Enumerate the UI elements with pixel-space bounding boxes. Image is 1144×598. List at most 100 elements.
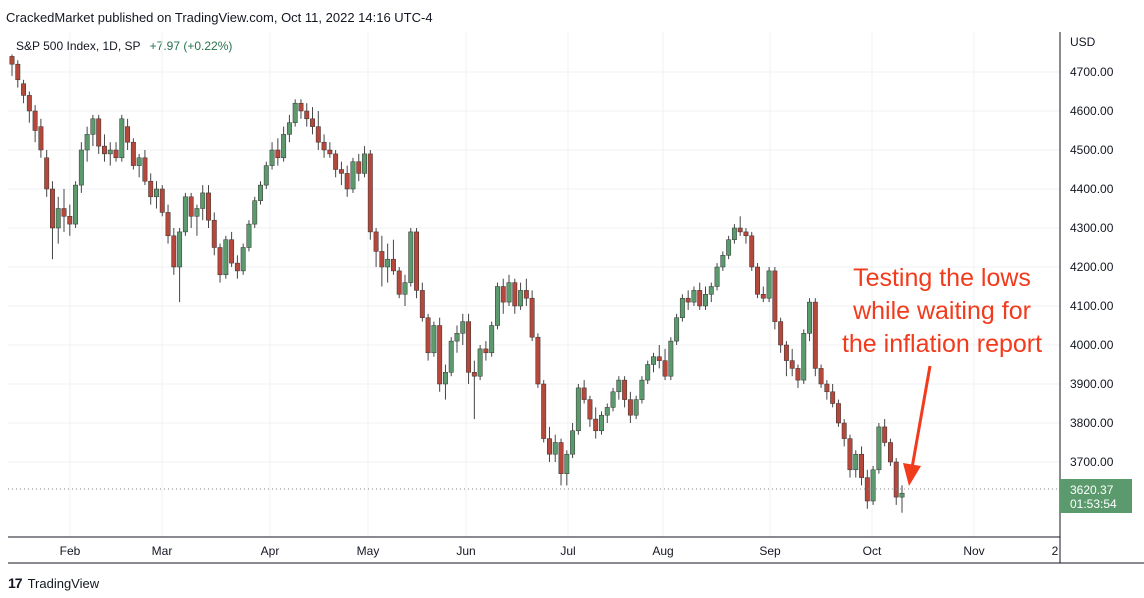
candle-down xyxy=(541,383,547,439)
candle-down xyxy=(749,235,755,268)
candle-down xyxy=(500,286,506,303)
instrument-label: S&P 500 Index, 1D, SP xyxy=(16,39,141,53)
candle-up xyxy=(136,157,142,166)
candle-up xyxy=(801,333,807,381)
time-tick-label: Mar xyxy=(152,544,173,558)
candle-down xyxy=(685,297,691,303)
candle-up xyxy=(408,231,414,283)
candle-down xyxy=(44,157,50,190)
chart-grid xyxy=(8,32,1060,537)
candle-up xyxy=(679,297,685,318)
candle-down xyxy=(622,379,628,400)
candle-up xyxy=(604,407,610,416)
candle-up xyxy=(610,391,616,408)
candle-down xyxy=(471,372,477,377)
candle-up xyxy=(460,321,466,334)
candle-down xyxy=(234,262,240,272)
candle-down xyxy=(755,266,760,295)
candle-up xyxy=(107,149,113,155)
candle-down xyxy=(425,317,431,354)
candle-up xyxy=(84,134,90,151)
candle-up xyxy=(182,196,188,233)
price-tick-label: 4100.00 xyxy=(1070,299,1114,313)
annotation-line-3: the inflation report xyxy=(842,330,1042,358)
candle-down xyxy=(373,231,379,252)
candle-down xyxy=(627,399,633,416)
candle-up xyxy=(616,379,622,393)
candle-down xyxy=(523,290,529,299)
candle-up xyxy=(714,266,720,287)
candle-down xyxy=(743,231,749,237)
candle-down xyxy=(315,126,321,143)
candle-down xyxy=(379,251,385,268)
candle-up xyxy=(454,333,460,342)
candle-up xyxy=(633,399,639,416)
price-tick-label: 4400.00 xyxy=(1070,182,1114,196)
candle-down xyxy=(841,422,847,439)
price-tick-label: 3900.00 xyxy=(1070,377,1114,391)
candle-down xyxy=(893,461,899,498)
candle-up xyxy=(200,192,206,209)
candle-down xyxy=(882,426,888,443)
candle-up xyxy=(78,149,84,186)
candle-down xyxy=(818,368,824,385)
candle-down xyxy=(859,453,864,478)
candle-up xyxy=(477,348,483,377)
candle-down xyxy=(367,153,373,233)
candle-down xyxy=(558,442,564,474)
candlestick-series xyxy=(9,54,905,513)
candle-up xyxy=(489,325,495,354)
symbol-legend: S&P 500 Index, 1D, SP +7.97 (+0.22%) xyxy=(16,39,232,53)
candle-down xyxy=(9,56,15,65)
bar-countdown: 01:53:54 xyxy=(1070,497,1117,511)
candle-up xyxy=(281,134,287,159)
candle-down xyxy=(26,95,32,112)
candle-up xyxy=(194,208,200,217)
candle-down xyxy=(125,126,131,143)
price-tick-label: 4000.00 xyxy=(1070,338,1114,352)
candle-up xyxy=(651,356,656,365)
candle-up xyxy=(575,387,581,432)
candle-down xyxy=(390,258,396,272)
price-axis: 4700.00 4600.00 4500.00 4400.00 4300.00 4200.… xyxy=(1070,65,1114,469)
candle-up xyxy=(177,231,183,268)
candle-down xyxy=(21,83,27,96)
candle-up xyxy=(431,325,437,354)
candle-up xyxy=(286,122,292,135)
candle-up xyxy=(720,255,726,268)
time-tick-label: Jul xyxy=(560,544,575,558)
candle-down xyxy=(812,301,818,369)
time-axis: Feb Mar Apr May Jun Jul Aug Sep Oct Nov 2 xyxy=(60,544,1059,558)
candle-up xyxy=(385,258,391,268)
brand-label: TradingView xyxy=(27,575,100,591)
candle-up xyxy=(599,414,604,432)
candle-up xyxy=(223,239,229,276)
time-tick-label: Apr xyxy=(261,544,280,558)
time-tick-label: Jun xyxy=(456,544,475,558)
candle-down xyxy=(96,118,102,147)
candle-down xyxy=(321,141,327,151)
candle-down xyxy=(148,180,154,198)
currency-label: USD xyxy=(1070,35,1096,49)
candle-down xyxy=(824,383,830,393)
candle-up xyxy=(870,469,876,502)
candle-up xyxy=(263,165,269,186)
candle-down xyxy=(535,336,541,385)
candle-down xyxy=(783,344,789,361)
candle-up xyxy=(73,184,79,225)
candle-up xyxy=(766,270,772,299)
candle-down xyxy=(32,110,38,131)
annotation-arrow-head xyxy=(903,463,921,486)
candle-down xyxy=(547,438,552,455)
candle-up xyxy=(726,239,732,256)
candle-up xyxy=(674,317,680,342)
time-tick-label: Sep xyxy=(759,544,781,558)
footer-brand[interactable]: 17 TradingView xyxy=(8,575,99,591)
candle-up xyxy=(55,208,61,229)
candle-up xyxy=(703,294,708,307)
candle-down xyxy=(835,403,841,424)
candle-up xyxy=(668,340,674,377)
time-tick-label: Oct xyxy=(863,544,882,558)
candle-down xyxy=(171,235,177,268)
